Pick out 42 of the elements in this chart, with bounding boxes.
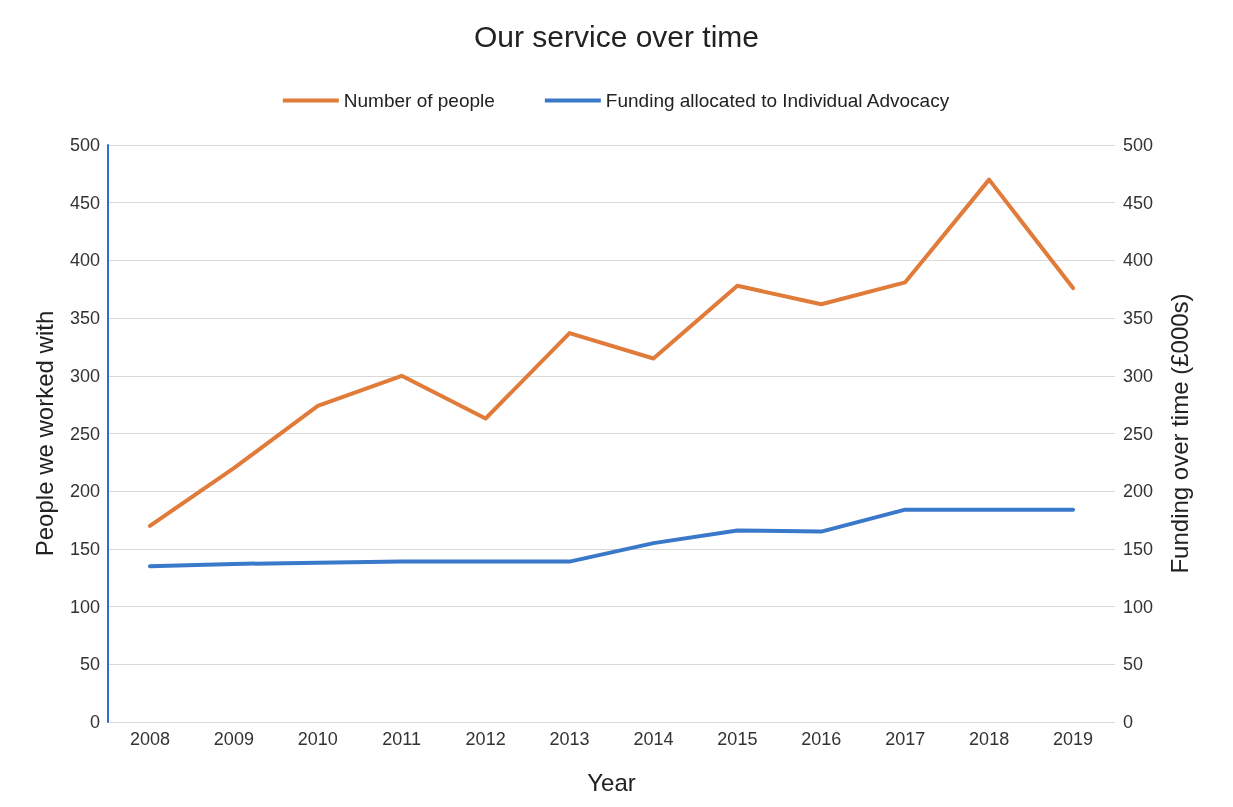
y2-tick-label: 200 xyxy=(1123,481,1154,502)
y2-tick-label: 50 xyxy=(1123,654,1144,675)
y-tick-label: 0 xyxy=(89,712,100,732)
y2-tick-label: 100 xyxy=(1123,596,1154,617)
y2-tick-label: 400 xyxy=(1123,250,1154,271)
y2-tick-label: 500 xyxy=(1123,135,1154,155)
chart-title: Our service over time xyxy=(473,19,760,53)
y2-tick-label: 450 xyxy=(1123,192,1154,213)
y-tick-label: 50 xyxy=(79,654,100,675)
x-tick-label: 2016 xyxy=(801,729,842,749)
y-tick-label: 350 xyxy=(69,308,100,329)
y-tick-label: 250 xyxy=(69,423,100,444)
y-tick-label: 450 xyxy=(69,192,100,213)
y2-axis-title: Funding over time (£000s) xyxy=(1165,293,1193,574)
legend-label: Funding allocated to Individual Advocacy xyxy=(605,90,950,111)
x-axis-title: Year xyxy=(587,768,636,796)
x-tick-label: 2012 xyxy=(465,729,506,749)
y2-tick-label: 150 xyxy=(1123,538,1154,559)
y-tick-label: 400 xyxy=(69,250,100,271)
x-tick-label: 2019 xyxy=(1053,729,1094,749)
x-tick-label: 2011 xyxy=(382,729,422,749)
y-tick-label: 300 xyxy=(69,365,100,386)
x-tick-label: 2015 xyxy=(717,729,758,749)
x-tick-label: 2010 xyxy=(297,729,338,749)
x-tick-label: 2018 xyxy=(969,729,1010,749)
x-tick-label: 2009 xyxy=(213,729,254,749)
y-tick-label: 100 xyxy=(69,596,100,617)
x-tick-label: 2008 xyxy=(129,729,170,749)
y-tick-label: 200 xyxy=(69,481,100,502)
line-series xyxy=(147,507,1076,569)
legend-label: Number of people xyxy=(343,90,495,111)
line-series xyxy=(147,177,1076,528)
y2-tick-label: 350 xyxy=(1123,308,1154,329)
y-axis-title: People we worked with xyxy=(30,310,58,557)
x-tick-label: 2013 xyxy=(549,729,590,749)
y-tick-label: 150 xyxy=(69,538,100,559)
y2-tick-label: 0 xyxy=(1123,712,1134,732)
x-tick-label: 2017 xyxy=(885,729,926,749)
y2-tick-label: 250 xyxy=(1123,423,1154,444)
x-tick-label: 2014 xyxy=(633,729,674,749)
y2-tick-label: 300 xyxy=(1123,365,1154,386)
y-tick-label: 500 xyxy=(69,135,100,155)
